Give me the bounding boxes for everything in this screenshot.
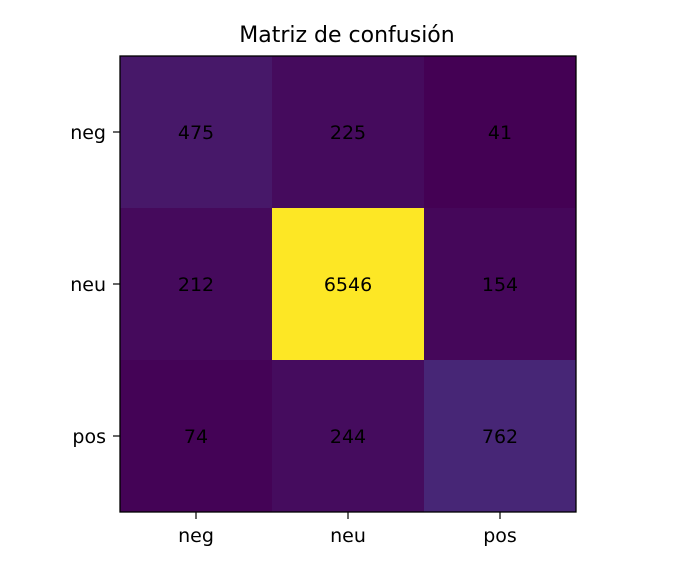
chart-title: Matriz de confusión [239, 23, 454, 48]
axes: neg neu pos neg neu pos [70, 55, 577, 547]
cell-value-labels: 475 225 41 212 6546 154 74 244 762 [178, 122, 518, 448]
heatmap-cell-neu-pos [424, 208, 576, 360]
heatmap-cell-pos-neg [120, 360, 272, 512]
heatmap-cell-neu-neu [272, 208, 424, 360]
cell-value-neg-neg: 475 [178, 122, 214, 144]
y-tick-label-pos: pos [72, 426, 106, 448]
heatmap-cell-neg-pos [424, 56, 576, 208]
heatmap-cells [120, 56, 576, 512]
cell-value-pos-neu: 244 [330, 426, 366, 448]
heatmap-cell-neu-neg [120, 208, 272, 360]
y-tick-label-neu: neu [70, 274, 106, 296]
cell-value-neu-neu: 6546 [324, 274, 372, 296]
cell-value-neu-pos: 154 [482, 274, 518, 296]
heatmap-cell-neg-neu [272, 56, 424, 208]
cell-value-neg-pos: 41 [488, 122, 512, 144]
cell-value-pos-neg: 74 [184, 426, 208, 448]
heatmap-cell-neg-neg [120, 56, 272, 208]
heatmap-cell-pos-neu [272, 360, 424, 512]
heatmap-cell-pos-pos [424, 360, 576, 512]
cell-value-pos-pos: 762 [482, 426, 518, 448]
x-tick-label-neu: neu [330, 525, 366, 547]
y-tick-label-neg: neg [70, 122, 106, 144]
x-tick-label-neg: neg [178, 525, 214, 547]
x-tick-label-pos: pos [483, 525, 517, 547]
cell-value-neu-neg: 212 [178, 274, 214, 296]
cell-value-neg-neu: 225 [330, 122, 366, 144]
